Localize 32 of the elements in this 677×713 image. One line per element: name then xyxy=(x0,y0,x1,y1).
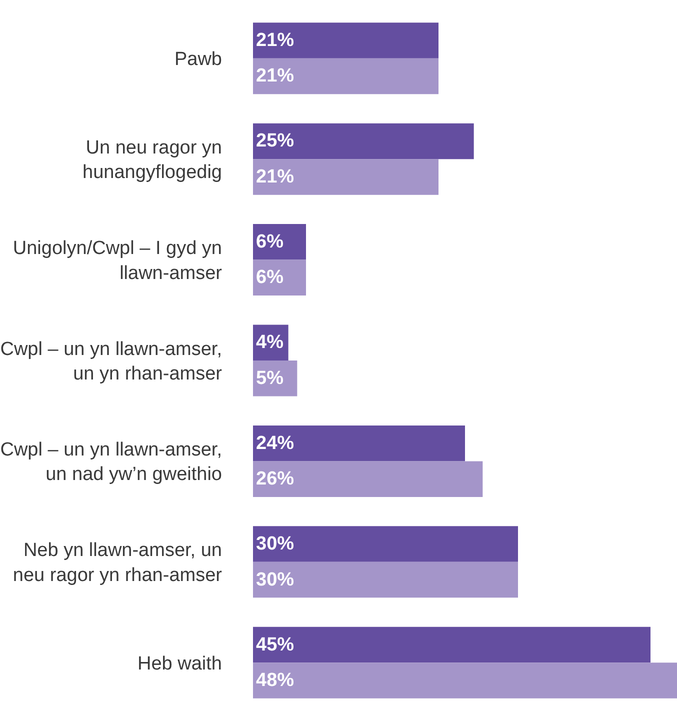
bar xyxy=(253,461,483,497)
bar xyxy=(253,224,306,260)
y-tick-label: Neb yn llawn-amser, un neu ragor yn rhan-amser xyxy=(12,540,223,586)
data-label: 30% xyxy=(256,534,294,555)
y-tick-label: Heb waith xyxy=(138,653,222,674)
bar xyxy=(253,662,677,698)
data-label: 4% xyxy=(256,332,284,354)
y-tick-label: Cwpl – un yn llawn-amser, un nad yw’n gweithio xyxy=(0,440,222,486)
data-label: 6% xyxy=(256,231,284,252)
data-label: 5% xyxy=(256,368,284,389)
bar xyxy=(253,562,518,598)
data-label: 6% xyxy=(256,267,284,288)
data-label: 21% xyxy=(256,66,294,87)
y-tick-label: Un neu ragor yn hunangyflogedig xyxy=(82,137,222,184)
bar xyxy=(253,123,474,160)
bar xyxy=(253,526,518,562)
data-label: 30% xyxy=(256,569,294,590)
data-label: 21% xyxy=(256,30,294,51)
data-label: 25% xyxy=(256,130,294,152)
bar xyxy=(253,159,438,195)
data-label: 45% xyxy=(256,634,294,656)
data-label: 24% xyxy=(256,432,294,454)
y-tick-label: Pawb xyxy=(174,49,222,70)
bar xyxy=(253,425,465,462)
bar xyxy=(253,626,650,663)
data-label: 48% xyxy=(256,670,294,692)
data-label: 21% xyxy=(256,166,294,188)
y-tick-label: Unigolyn/Cwpl – I gyd yn llawn-amser xyxy=(12,238,223,284)
data-label: 26% xyxy=(256,468,294,490)
bar xyxy=(253,22,438,58)
y-tick-label: Cwpl – un yn llawn-amser, un yn rhan-amser xyxy=(0,338,223,384)
bar xyxy=(253,58,438,94)
